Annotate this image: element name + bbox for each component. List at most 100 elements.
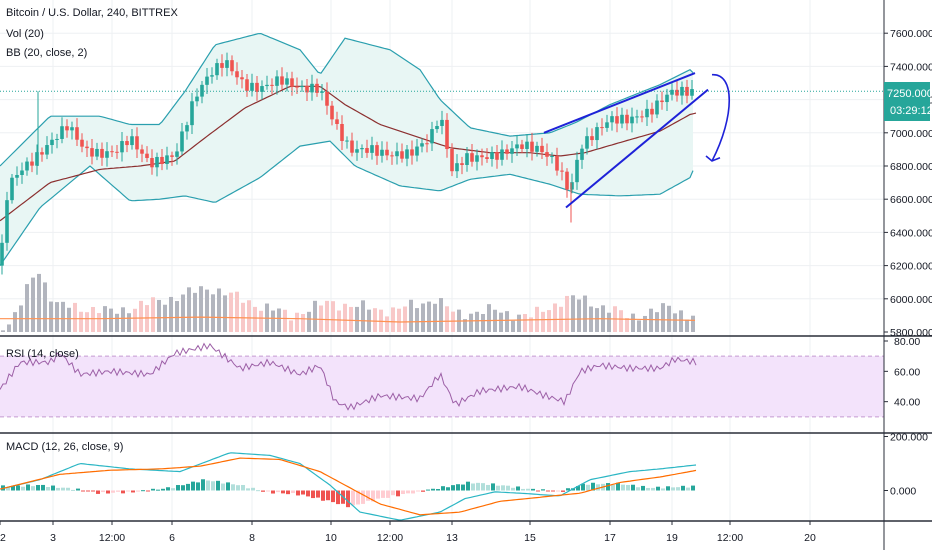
candle-body	[150, 158, 154, 168]
candle-body	[320, 91, 324, 93]
macd-histogram-bar	[11, 485, 15, 491]
candle-body	[485, 157, 489, 159]
candle-body	[620, 114, 624, 124]
candle-body	[315, 83, 319, 93]
macd-histogram-bar	[166, 487, 170, 491]
candle-body	[45, 145, 49, 155]
volume-bar	[283, 309, 287, 332]
candle-body	[105, 151, 109, 158]
volume-bar	[355, 306, 359, 332]
volume-bar	[181, 294, 185, 332]
macd-histogram-bar	[296, 490, 300, 496]
candle-body	[185, 125, 189, 132]
volume-bar	[97, 313, 101, 332]
time-axis-label: 19	[666, 532, 678, 544]
candle-body	[100, 148, 104, 158]
volume-bar	[313, 300, 317, 332]
candle-body	[295, 86, 299, 88]
macd-histogram-bar	[346, 490, 350, 508]
macd-histogram-bar	[151, 488, 155, 491]
volume-bar	[553, 303, 557, 332]
macd-histogram-bar	[666, 486, 670, 491]
macd-histogram-bar	[41, 484, 45, 491]
candle-body	[210, 75, 214, 77]
time-axis-label: 10	[325, 532, 337, 544]
macd-histogram-bar	[496, 485, 500, 491]
volume-bar	[541, 311, 545, 332]
volume-bar	[67, 307, 71, 332]
candle-body	[240, 77, 244, 80]
candle-body	[355, 149, 359, 153]
macd-histogram-bar	[321, 490, 325, 501]
macd-histogram-bar	[581, 483, 585, 491]
macd-histogram-bar	[641, 485, 645, 491]
volume-bar	[511, 320, 515, 332]
rsi-axis-label: 80.00	[894, 336, 920, 348]
macd-histogram-bar	[26, 484, 30, 491]
projection-arrow	[711, 73, 730, 162]
candle-body	[280, 76, 284, 85]
candle-body	[195, 96, 199, 102]
macd-histogram-bar	[191, 481, 195, 491]
volume-bar	[583, 295, 587, 332]
volume-bar	[667, 305, 671, 332]
symbol-title: Bitcoin / U.S. Dollar, 240, BITTREX	[6, 7, 178, 19]
candle-body	[325, 91, 329, 106]
macd-histogram-bar	[306, 490, 310, 497]
macd-histogram-bar	[681, 485, 685, 491]
macd-histogram-bar	[651, 487, 655, 491]
macd-histogram-bar	[566, 488, 570, 491]
candle-body	[565, 171, 569, 190]
macd-histogram-bar	[446, 487, 450, 491]
volume-bar	[229, 292, 233, 332]
macd-histogram-bar	[221, 483, 225, 491]
candle-body	[445, 119, 449, 150]
upper-trendline	[543, 72, 696, 134]
macd-pane[interactable]	[0, 452, 697, 521]
volume-bar	[607, 312, 611, 332]
candle-body	[345, 140, 349, 142]
bollinger-fill	[0, 33, 693, 266]
macd-histogram-bar	[426, 489, 430, 491]
candle-body	[255, 82, 259, 92]
volume-bar	[517, 314, 521, 332]
volume-bar	[529, 317, 533, 332]
volume-bar	[277, 308, 281, 332]
candle-body	[140, 149, 144, 154]
macd-histogram-bar	[226, 482, 230, 491]
macd-histogram-bar	[256, 490, 260, 492]
volume-bar	[673, 313, 677, 332]
candle-body	[580, 148, 584, 160]
volume-bar	[175, 301, 179, 332]
macd-histogram-bar	[441, 486, 445, 491]
volume-bar	[421, 303, 425, 332]
time-axis-label: 3	[50, 532, 56, 544]
price-axis-label: 7600.000	[890, 28, 932, 40]
candle-body	[370, 145, 374, 153]
volume-bar	[631, 313, 635, 332]
macd-histogram-bar	[616, 482, 620, 491]
candle-body	[175, 151, 179, 157]
candle-body	[500, 149, 504, 160]
macd-histogram-bar	[121, 490, 125, 494]
volume-bar	[259, 310, 263, 332]
price-axis-label: 7400.000	[890, 61, 932, 73]
volume-bar	[547, 310, 551, 332]
volume-bar	[31, 277, 35, 332]
rsi-band-fill	[0, 356, 884, 417]
rsi-axis-label: 60.00	[894, 366, 920, 378]
candle-body	[675, 89, 679, 96]
macd-histogram-bar	[291, 490, 295, 494]
rsi-pane[interactable]	[0, 342, 884, 418]
time-axis-label: 6	[169, 532, 175, 544]
price-pane[interactable]	[0, 32, 884, 332]
candle-body	[35, 152, 39, 166]
macd-histogram-bar	[301, 490, 305, 495]
macd-histogram-bar	[531, 488, 535, 491]
macd-histogram-bar	[161, 488, 165, 491]
macd-histogram-bar	[326, 490, 330, 501]
macd-histogram-bar	[561, 490, 565, 492]
macd-histogram-bar	[56, 487, 60, 491]
